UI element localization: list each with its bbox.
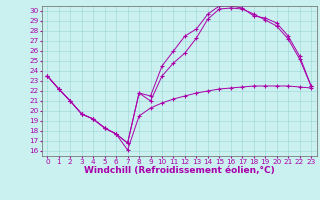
- X-axis label: Windchill (Refroidissement éolien,°C): Windchill (Refroidissement éolien,°C): [84, 166, 275, 175]
